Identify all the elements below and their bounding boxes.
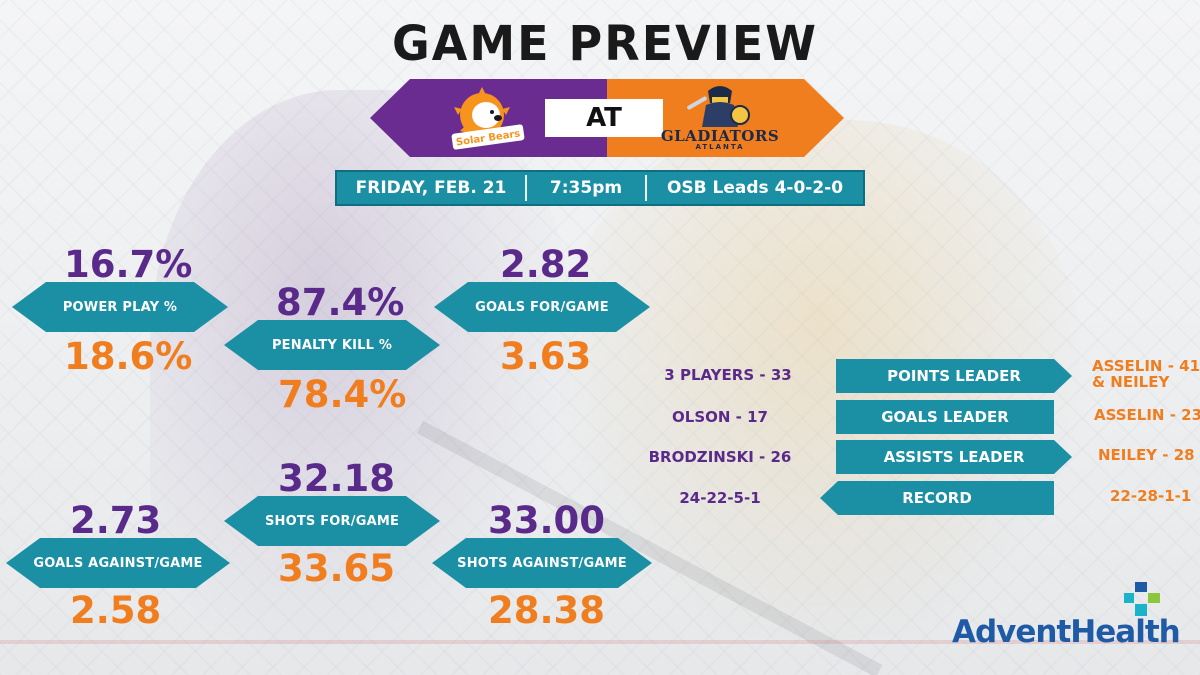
season-series: OSB Leads 4-0-2-0 bbox=[666, 178, 844, 198]
record-away: 24-22-5-1 bbox=[679, 489, 761, 507]
matchup-banner: Solar Bears AT GLADIATORS ATLANTA bbox=[370, 79, 844, 157]
goals-leader-away: OLSON - 17 bbox=[672, 408, 768, 426]
solar-bears-logo-icon: Solar Bears bbox=[451, 87, 525, 150]
shots-against-home: 28.38 bbox=[488, 589, 606, 632]
points-leader-away: 3 PLAYERS - 33 bbox=[664, 366, 792, 384]
sponsor-logo: AdventHealth bbox=[952, 582, 1200, 652]
points-leader-home-line1: ASSELIN - 41 bbox=[1092, 357, 1200, 375]
goals-leader-label: GOALS LEADER bbox=[836, 400, 1054, 434]
penalty-kill-home: 78.4% bbox=[278, 373, 407, 416]
power-play-home: 18.6% bbox=[64, 335, 193, 378]
divider bbox=[525, 175, 527, 201]
game-date: FRIDAY, FEB. 21 bbox=[355, 178, 507, 198]
advent-health-cross-icon bbox=[1124, 582, 1160, 616]
goals-against-away: 2.73 bbox=[70, 499, 162, 542]
sponsor-name: AdventHealth bbox=[952, 614, 1181, 650]
goals-for-away: 2.82 bbox=[500, 243, 592, 286]
gladiators-logo: GLADIATORS ATLANTA bbox=[658, 83, 782, 153]
shots-for-home: 33.65 bbox=[278, 547, 396, 590]
goals-for-home: 3.63 bbox=[500, 335, 592, 378]
at-label: AT bbox=[545, 99, 663, 137]
record-home: 22-28-1-1 bbox=[1110, 487, 1192, 505]
goals-against-home: 2.58 bbox=[70, 589, 162, 632]
record-label: RECORD bbox=[820, 481, 1054, 515]
penalty-kill-label: PENALTY KILL % bbox=[224, 320, 440, 370]
gladiator-figure-icon bbox=[687, 86, 750, 127]
game-time: 7:35pm bbox=[549, 178, 623, 198]
shots-for-away: 32.18 bbox=[278, 457, 396, 500]
points-leader-label: POINTS LEADER bbox=[836, 359, 1072, 393]
shots-for-label: SHOTS FOR/GAME bbox=[224, 496, 440, 546]
power-play-label: POWER PLAY % bbox=[12, 282, 228, 332]
goals-for-label: GOALS FOR/GAME bbox=[434, 282, 650, 332]
gladiators-wordmark: GLADIATORS bbox=[660, 127, 780, 145]
shots-against-label: SHOTS AGAINST/GAME bbox=[432, 538, 652, 588]
page-title: GAME PREVIEW bbox=[391, 14, 818, 72]
goals-against-label: GOALS AGAINST/GAME bbox=[6, 538, 230, 588]
assists-leader-label: ASSISTS LEADER bbox=[836, 440, 1072, 474]
penalty-kill-away: 87.4% bbox=[276, 281, 405, 324]
power-play-away: 16.7% bbox=[64, 243, 193, 286]
game-info-bar: FRIDAY, FEB. 21 7:35pm OSB Leads 4-0-2-0 bbox=[335, 170, 865, 206]
points-leader-home-line2: & NEILEY bbox=[1092, 372, 1170, 391]
points-leader-home: ASSELIN - 41 & NEILEY bbox=[1092, 357, 1200, 391]
goals-leader-home: ASSELIN - 23 bbox=[1094, 406, 1200, 424]
assists-leader-away: BRODZINSKI - 26 bbox=[648, 448, 792, 466]
assists-leader-home: NEILEY - 28 bbox=[1098, 446, 1195, 464]
gladiators-city: ATLANTA bbox=[695, 143, 745, 151]
ice-red-line bbox=[0, 640, 1200, 644]
shots-against-away: 33.00 bbox=[488, 499, 606, 542]
divider bbox=[645, 175, 647, 201]
